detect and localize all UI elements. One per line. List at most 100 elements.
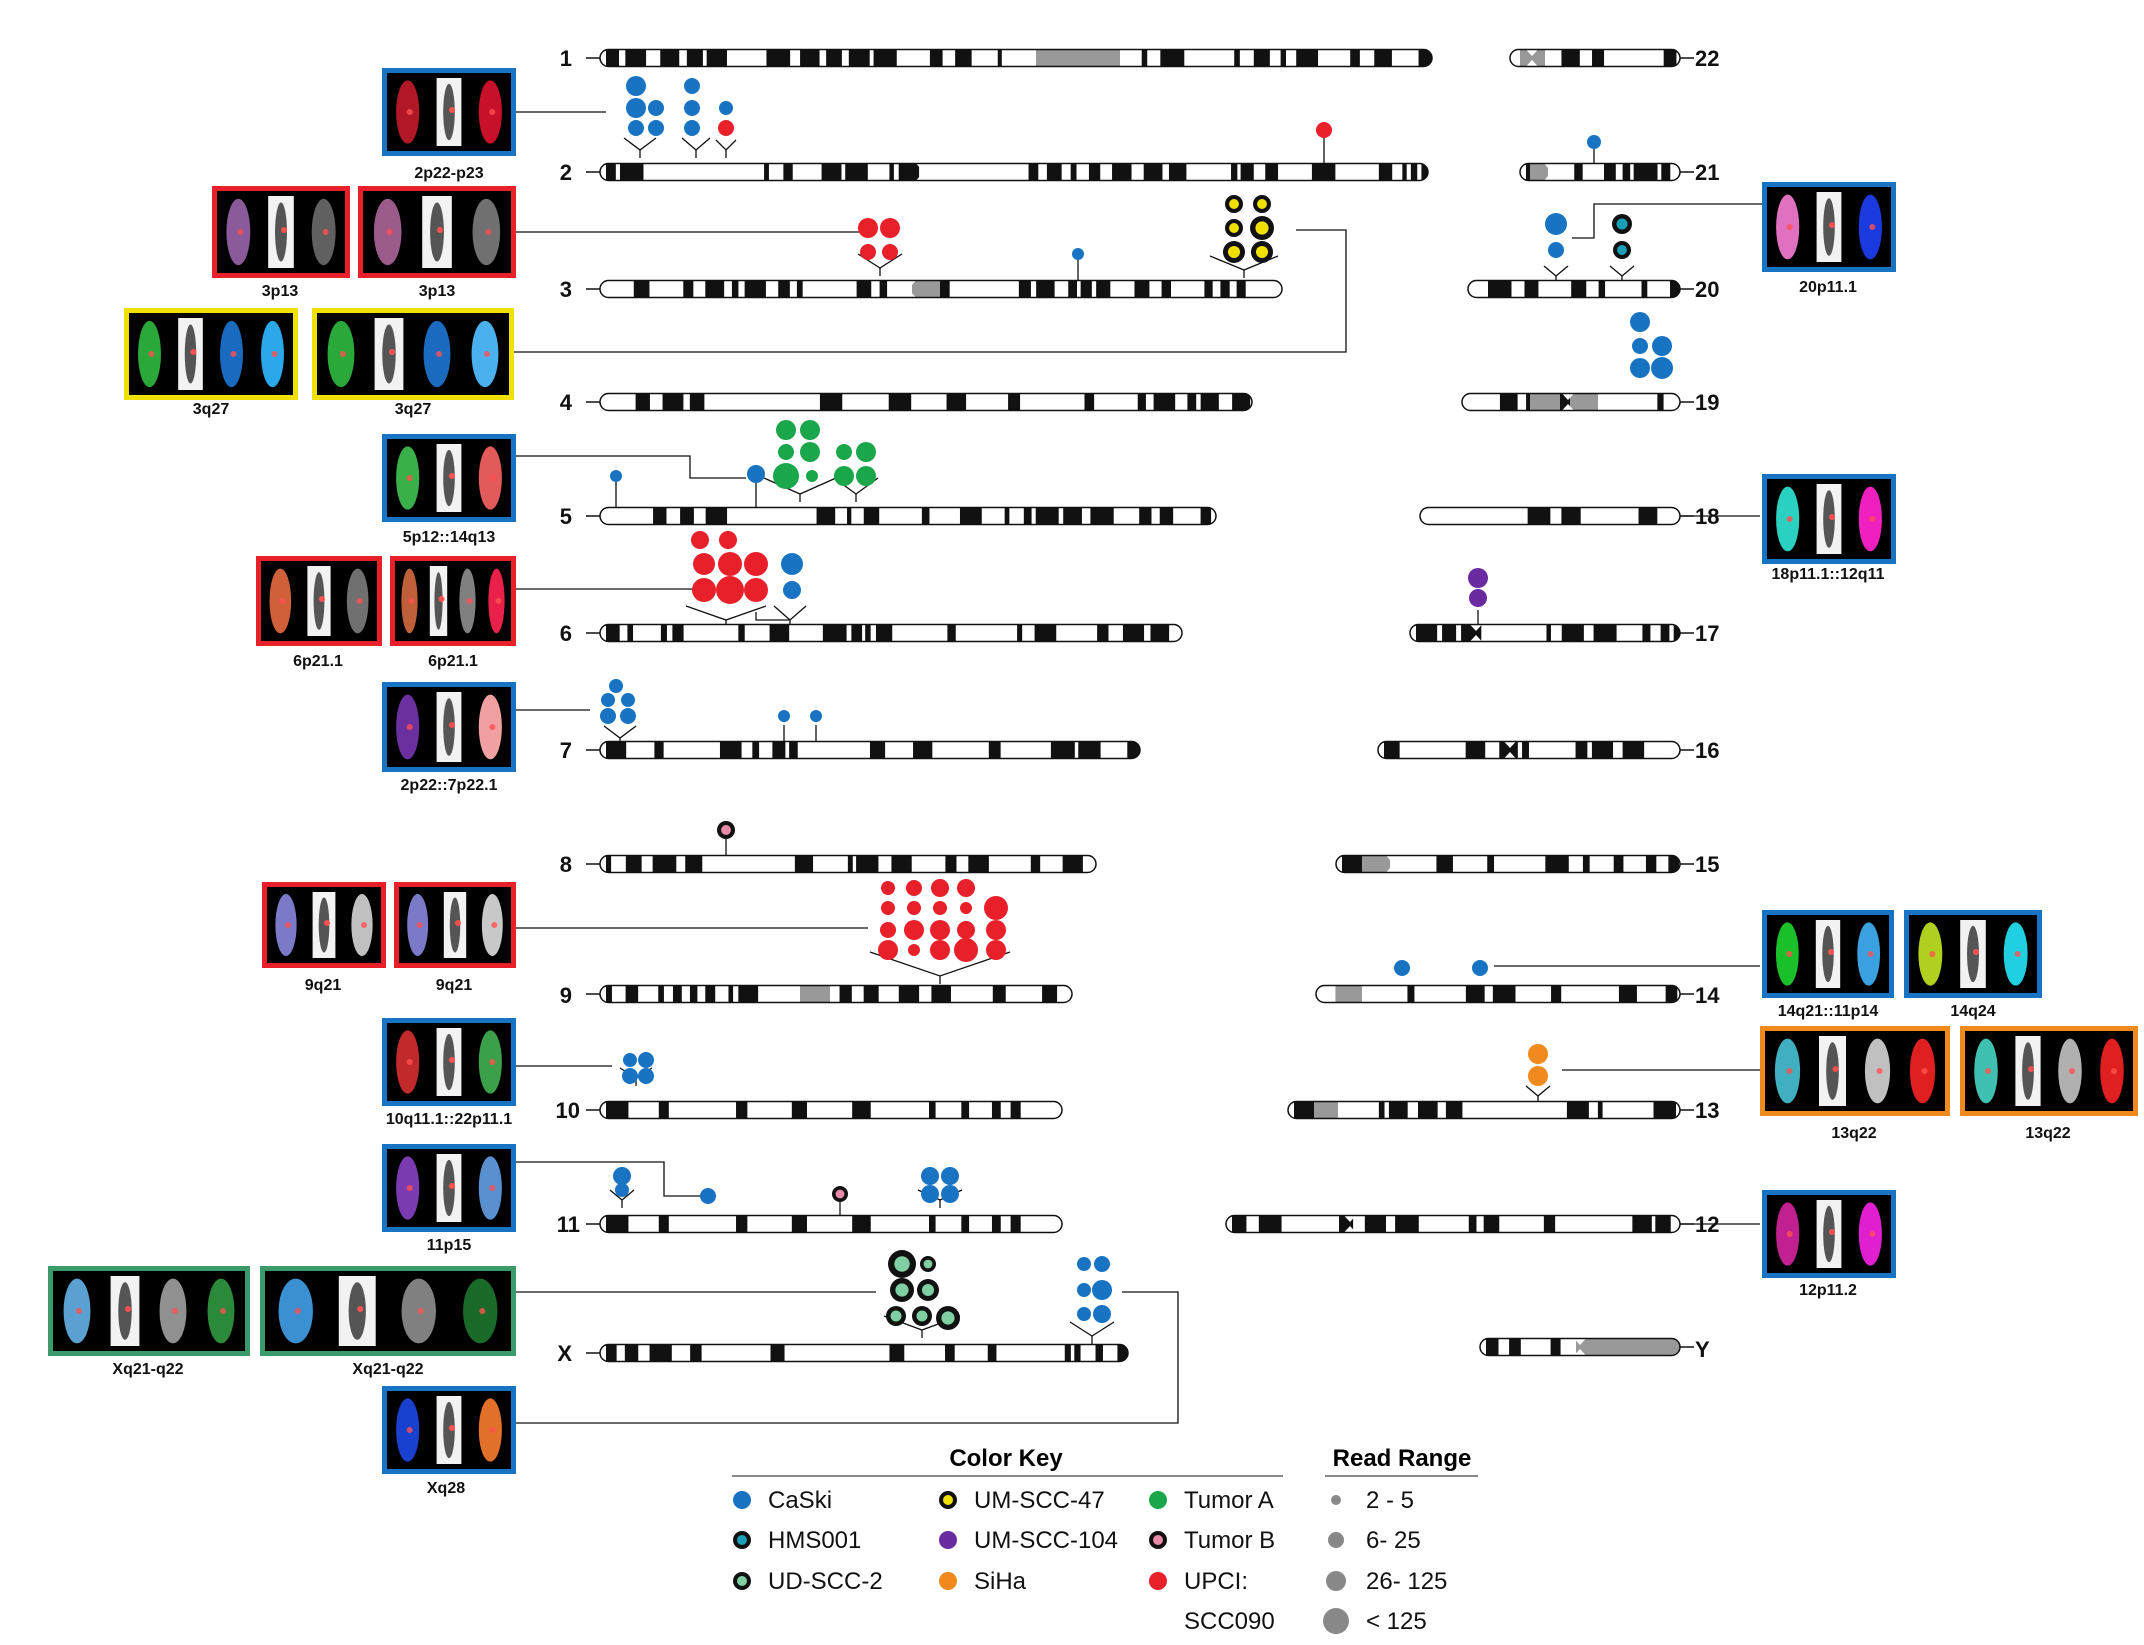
caption-13q22-b: 13q22 [2025, 1125, 2070, 1142]
read-range-label: 2 - 5 [1366, 1487, 1414, 1514]
panel-18p11-12q11 [1762, 474, 1896, 564]
marker-upci-scc090 [930, 940, 950, 960]
read-range-title: Read Range [1333, 1445, 1472, 1472]
marker-upci-scc090 [904, 920, 924, 940]
marker-caski [921, 1185, 939, 1203]
marker-um-scc-47-core [1229, 223, 1239, 233]
chromosome-labels-right: 22 21 20 19 18 17 16 15 14 13 12 Y [1695, 46, 1720, 1362]
marker-caski [783, 581, 801, 599]
panel-14q24 [1904, 910, 2042, 998]
chromosome-10 [586, 1100, 1063, 1120]
panel-2p22-p23 [382, 68, 516, 156]
fork-6a [685, 605, 767, 621]
chromosome-9 [586, 984, 1073, 1004]
marker-caski [700, 1188, 716, 1204]
marker-tumor-a [856, 466, 876, 486]
marker-caski [622, 1068, 638, 1084]
chromosome-labels-left: 1 2 3 4 5 6 7 8 9 10 11 X [556, 46, 580, 1366]
marker-um-scc-47-core [1227, 245, 1241, 259]
panel-2p22-7p22 [382, 682, 516, 772]
marker-upci-scc090 [693, 553, 715, 575]
fork-2a [623, 137, 657, 151]
marker-caski [719, 101, 733, 115]
marker-ud-scc-2-core [923, 1259, 933, 1269]
legend-item-ud-scc-2: UD-SCC-2 [733, 1568, 883, 1595]
marker-tumor-b-core [835, 1189, 845, 1199]
marker-caski [620, 708, 636, 724]
chrom-label-Y: Y [1695, 1337, 1710, 1362]
panel-9q21-a [262, 882, 386, 968]
panel-11p15 [382, 1144, 516, 1232]
marker-ud-scc-2-core [894, 1256, 910, 1272]
legend-label: Tumor A [1184, 1487, 1274, 1514]
marker-caski [626, 76, 646, 96]
chrom-label-6: 6 [560, 621, 572, 646]
legend-label: Tumor B [1184, 1527, 1275, 1554]
caption-Xq21-b: Xq21-q22 [352, 1361, 423, 1378]
marker-caski [1077, 1283, 1091, 1297]
chromosome-4 [586, 392, 1253, 412]
caption-5p12-14q13: 5p12::14q13 [403, 529, 496, 546]
marker-caski [600, 708, 616, 724]
legend-swatch-core [737, 1576, 747, 1586]
marker-upci-scc090 [933, 901, 947, 915]
legend-label: UM-SCC-47 [974, 1487, 1105, 1514]
marker-ud-scc-2-core [895, 1283, 909, 1297]
chromosome-3 [586, 279, 1283, 299]
conn-11p15 [514, 1161, 702, 1197]
panel-5p12-14q13 [382, 434, 516, 522]
marker-caski [747, 465, 765, 483]
marker-caski [1077, 1257, 1091, 1271]
fork-20a [1543, 265, 1569, 277]
panel-20p11 [1762, 182, 1896, 272]
marker-um-scc-104 [1469, 589, 1487, 607]
legend-item-upci-scc090: UPCI: SCC090 [1149, 1568, 1275, 1635]
read-range-swatch [1328, 1532, 1344, 1548]
caption-3q27-a: 3q27 [193, 401, 230, 418]
marker-upci-scc090 [744, 552, 768, 576]
read-range-item: 6- 25 [1328, 1527, 1421, 1554]
marker-tumor-a [773, 463, 799, 489]
panel-3q27-b [312, 308, 514, 400]
marker-caski [648, 100, 664, 116]
legend-swatch [1149, 1491, 1167, 1509]
integration-site-markers [600, 76, 1673, 1330]
caption-9q21-b: 9q21 [436, 977, 473, 994]
legend-label-2: SCC090 [1184, 1608, 1275, 1635]
chromosome-21 [1519, 162, 1694, 182]
marker-hms001-core [1617, 245, 1627, 255]
marker-caski [1092, 1280, 1112, 1300]
marker-upci-scc090 [692, 578, 716, 602]
marker-tumor-a [800, 420, 820, 440]
read-range-item: < 125 [1323, 1608, 1427, 1635]
fork-6b [773, 605, 807, 621]
marker-um-scc-47-core [1229, 199, 1239, 209]
chrom-label-12: 12 [1695, 1212, 1719, 1237]
panel-3q27-a [124, 308, 298, 400]
marker-upci-scc090 [718, 552, 742, 576]
marker-caski [1394, 960, 1410, 976]
chrom-label-8: 8 [560, 852, 572, 877]
marker-upci-scc090 [880, 922, 896, 938]
marker-caski [601, 693, 615, 707]
fish-image-panels [48, 68, 2138, 1474]
chromosome-13 [1287, 1100, 1694, 1120]
legend-item-siha: SiHa [939, 1568, 1027, 1595]
marker-caski [684, 78, 700, 94]
caption-20p11: 20p11.1 [1799, 279, 1857, 296]
caption-10q11: 10q11.1::22p11.1 [386, 1111, 512, 1128]
marker-um-scc-47-core [1257, 199, 1267, 209]
fork-Xb [1069, 1321, 1115, 1337]
chromosome-14 [1315, 984, 1694, 1004]
marker-upci-scc090 [691, 531, 709, 549]
conn-5p12 [514, 455, 746, 479]
caption-6p21-b: 6p21.1 [428, 653, 478, 670]
panel-10q11-22p11 [382, 1018, 516, 1106]
legend-swatch-core [943, 1495, 953, 1505]
marker-caski [621, 693, 635, 707]
conn-Xq28 [514, 1291, 1179, 1424]
legend-swatch [733, 1491, 751, 1509]
marker-caski [1472, 960, 1488, 976]
chrom-label-22: 22 [1695, 46, 1719, 71]
